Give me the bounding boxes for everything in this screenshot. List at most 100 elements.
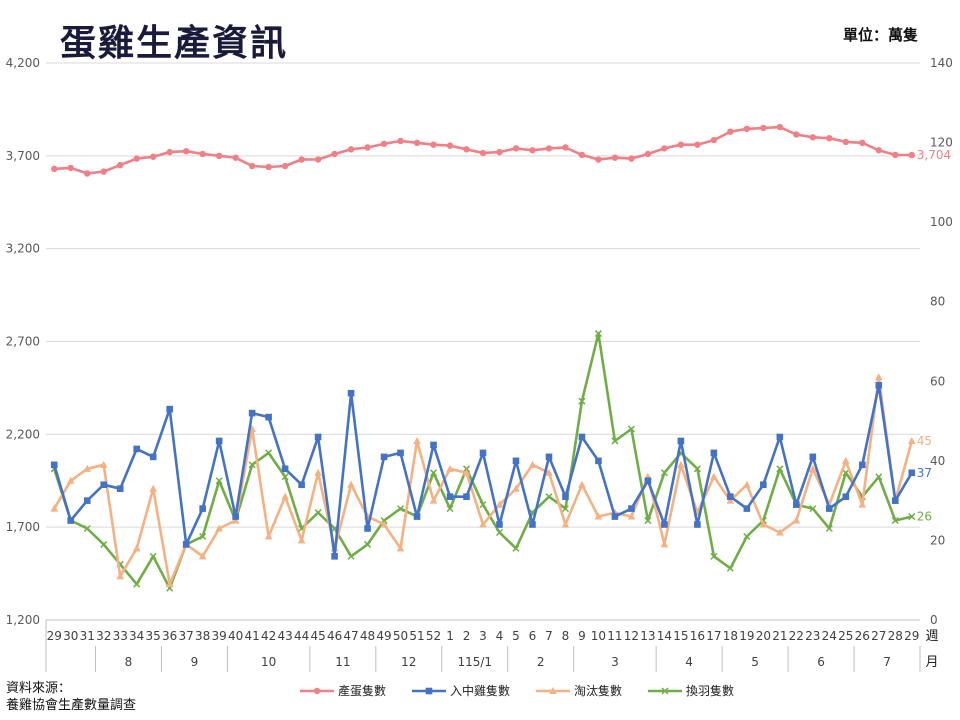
data-point — [561, 505, 569, 513]
data-point — [281, 492, 289, 500]
data-point — [578, 397, 586, 405]
data-point — [529, 521, 536, 528]
x-tick-label: 14 — [657, 629, 672, 643]
x-tick-label: 5 — [512, 629, 520, 643]
data-point — [578, 151, 586, 159]
data-point — [512, 544, 520, 552]
data-point — [677, 460, 685, 468]
data-point — [297, 536, 306, 544]
legend-item: 入中雞隻數 — [412, 682, 510, 699]
data-point — [463, 146, 470, 153]
data-point — [380, 140, 388, 147]
data-point — [397, 505, 405, 513]
x-tick-label: 36 — [162, 629, 177, 643]
data-point — [232, 154, 239, 161]
data-point — [660, 469, 668, 477]
data-point — [743, 480, 751, 488]
x-tick-label: 32 — [96, 629, 111, 643]
data-point — [858, 500, 867, 508]
legend-swatch — [536, 686, 571, 694]
data-point — [891, 517, 899, 525]
x-tick-label: 49 — [376, 629, 391, 643]
data-point — [693, 465, 701, 473]
x-tick-label: 18 — [723, 629, 738, 643]
data-point — [66, 476, 75, 484]
legend-swatch — [412, 687, 447, 694]
data-point — [364, 540, 372, 548]
data-point — [842, 493, 850, 500]
data-point — [84, 170, 91, 177]
x-tick-label: 50 — [393, 629, 408, 643]
x-tick-label: 17 — [706, 629, 721, 643]
data-point — [397, 137, 404, 145]
source-name: 養雞協會生產數量調查 — [6, 698, 137, 713]
data-point — [611, 154, 619, 161]
data-point — [51, 165, 58, 173]
data-point — [908, 469, 916, 477]
data-point — [545, 493, 553, 501]
legend-label: 入中雞隻數 — [450, 684, 511, 698]
data-point — [446, 505, 454, 513]
data-point — [281, 473, 289, 481]
x-tick-label: 15 — [673, 629, 688, 643]
data-point — [413, 436, 421, 444]
data-point — [446, 142, 454, 149]
end-value-label: 45 — [917, 434, 932, 448]
legend-label: 產蛋隻數 — [338, 684, 387, 698]
data-point — [694, 141, 701, 148]
data-point — [479, 520, 487, 528]
data-point — [331, 150, 338, 158]
x-tick-label: 28 — [888, 629, 903, 643]
data-point — [133, 580, 141, 588]
end-value-label: 3,704 — [917, 148, 951, 162]
x-tick-label: 46 — [327, 629, 342, 643]
x-group-label: 115/1 — [457, 655, 492, 669]
x-tick-label: 29 — [47, 629, 62, 643]
data-point — [644, 150, 652, 158]
data-point — [116, 485, 124, 493]
data-point — [265, 449, 273, 457]
x-tick-label: 41 — [244, 629, 259, 643]
data-point — [479, 501, 487, 509]
x-tick-label: 16 — [690, 629, 705, 643]
data-point — [182, 147, 190, 155]
x-group-label: 11 — [335, 655, 350, 669]
data-point — [644, 517, 652, 525]
chart-legend: 產蛋隻數 入中雞隻數 淘汰隻數 換羽隻數 — [300, 682, 734, 699]
data-point — [396, 544, 405, 552]
data-point — [710, 552, 718, 560]
data-point — [232, 513, 239, 520]
data-point — [793, 131, 800, 138]
x-tick-label: 20 — [756, 629, 771, 643]
data-point — [231, 516, 240, 524]
x-tick-label: 22 — [789, 629, 804, 643]
data-point — [248, 162, 256, 170]
data-point — [759, 520, 768, 528]
x-group-label: 7 — [883, 655, 891, 669]
x-group-label: 5 — [751, 655, 759, 669]
data-point — [331, 553, 338, 560]
x-tick-label: 44 — [294, 629, 309, 643]
data-point — [117, 161, 124, 169]
data-point — [727, 493, 734, 500]
data-point — [611, 513, 619, 520]
x-tick-label: 4 — [496, 629, 504, 643]
data-point — [281, 162, 289, 170]
data-point — [627, 425, 635, 433]
data-point — [298, 156, 305, 163]
data-source: 資料來源： 養雞協會生產數量調查 — [6, 680, 136, 714]
data-point — [528, 460, 537, 468]
data-point — [116, 572, 125, 580]
x-group-label: 9 — [191, 655, 199, 669]
data-point — [264, 532, 273, 540]
data-point — [561, 520, 570, 528]
y-left-tick-label: 2,700 — [6, 335, 40, 349]
data-point — [446, 464, 454, 472]
data-point — [842, 138, 849, 146]
data-point — [496, 148, 503, 156]
data-point — [100, 168, 107, 175]
source-heading: 資料來源： — [6, 681, 72, 696]
data-point — [545, 453, 553, 461]
y-right-tick-label: 100 — [930, 215, 953, 229]
data-point — [578, 480, 586, 488]
